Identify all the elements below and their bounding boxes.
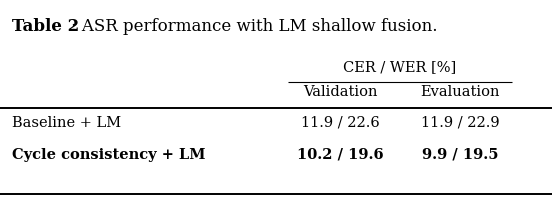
Text: 9.9 / 19.5: 9.9 / 19.5 [422, 148, 498, 162]
Text: Validation: Validation [302, 85, 377, 99]
Text: 11.9 / 22.6: 11.9 / 22.6 [301, 116, 379, 130]
Text: Table 2: Table 2 [12, 18, 79, 35]
Text: Cycle consistency + LM: Cycle consistency + LM [12, 148, 205, 162]
Text: : ASR performance with LM shallow fusion.: : ASR performance with LM shallow fusion… [71, 18, 438, 35]
Text: 11.9 / 22.9: 11.9 / 22.9 [421, 116, 500, 130]
Text: 10.2 / 19.6: 10.2 / 19.6 [296, 148, 383, 162]
Text: Evaluation: Evaluation [420, 85, 500, 99]
Text: CER / WER [%]: CER / WER [%] [343, 60, 457, 74]
Text: Baseline + LM: Baseline + LM [12, 116, 121, 130]
